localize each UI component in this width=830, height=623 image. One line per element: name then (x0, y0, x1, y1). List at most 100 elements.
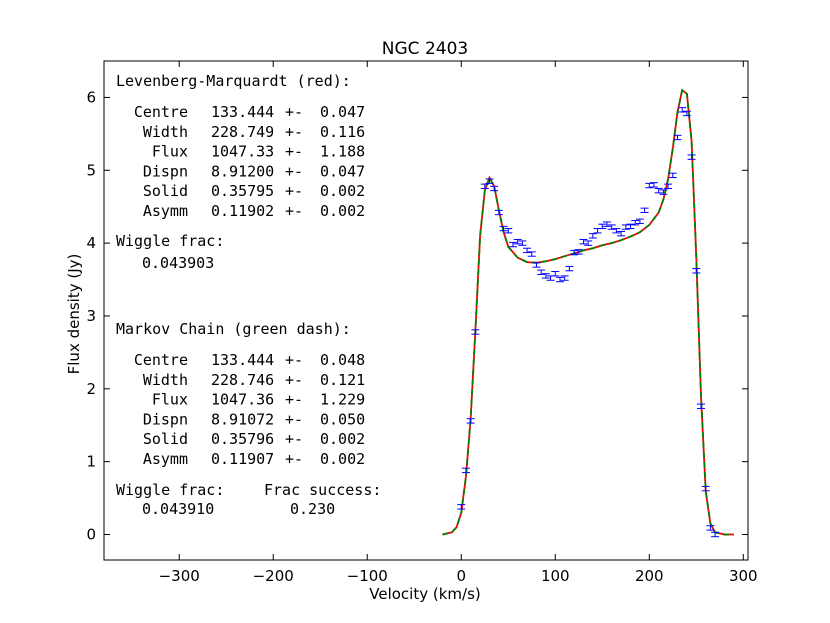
mc-parameter-table: Centre 133.444 +- 0.048 Width 228.746 +- 0.121 F… (134, 351, 365, 468)
param-error: 0.047 (320, 162, 365, 180)
y-tick-label: 1 (86, 453, 96, 471)
param-plusminus: +- (285, 450, 303, 468)
mc-wiggle-label: Wiggle frac: (116, 481, 224, 499)
param-plusminus: +- (285, 202, 303, 220)
x-tick-label: −100 (347, 567, 388, 585)
param-error: 0.002 (320, 450, 365, 468)
mc-success-label: Frac success: (264, 481, 381, 499)
param-error: 0.121 (320, 371, 365, 389)
param-name: Solid (143, 430, 188, 448)
mc-success-value: 0.230 (290, 500, 335, 518)
param-error: 0.047 (320, 103, 365, 121)
param-value: 8.91200 (211, 162, 274, 180)
x-tick-label: 100 (541, 567, 570, 585)
data-point (494, 209, 503, 216)
param-plusminus: +- (285, 182, 303, 200)
param-error: 0.050 (320, 410, 365, 428)
data-point (649, 182, 658, 188)
lm-wiggle-value: 0.043903 (142, 254, 214, 272)
data-point (457, 504, 466, 510)
param-error: 1.229 (320, 391, 365, 409)
param-name: Flux (152, 143, 188, 161)
x-tick-label: −200 (253, 567, 294, 585)
axis-ticks: −300 −200 −100 0 100 200 300 0 1 2 3 4 5 6 (86, 61, 758, 585)
param-error: 0.048 (320, 351, 365, 369)
param-value: 0.35796 (211, 430, 274, 448)
data-point (682, 110, 691, 117)
param-value: 0.11907 (211, 450, 274, 468)
param-plusminus: +- (285, 123, 303, 141)
chart-title: NGC 2403 (382, 39, 468, 59)
data-point (673, 134, 682, 141)
data-point (617, 230, 626, 237)
data-point (579, 238, 588, 245)
data-point (701, 485, 710, 492)
data-point (471, 329, 480, 335)
data-point (588, 233, 597, 239)
lm-header: Levenberg-Marquardt (red): (116, 72, 351, 90)
x-tick-label: 300 (729, 567, 758, 585)
param-name: Dispn (143, 162, 188, 180)
data-point (508, 241, 517, 248)
param-name: Flux (152, 391, 188, 409)
data-point (602, 221, 611, 227)
data-point (678, 107, 687, 113)
data-point (687, 154, 696, 160)
param-error: 0.002 (320, 182, 365, 200)
x-tick-label: 0 (456, 567, 466, 585)
data-point (555, 276, 564, 283)
param-value: 8.91072 (211, 410, 274, 428)
param-error: 0.002 (320, 430, 365, 448)
param-plusminus: +- (285, 162, 303, 180)
data-point (706, 525, 715, 531)
data-point (635, 218, 644, 224)
y-tick-label: 4 (86, 234, 96, 252)
param-name: Dispn (143, 410, 188, 428)
data-point (664, 183, 673, 189)
data-point (654, 187, 663, 194)
data-point (490, 185, 499, 192)
axes-frame (103, 60, 749, 561)
data-point (621, 224, 630, 230)
data-point (574, 249, 583, 255)
data-point (640, 207, 649, 214)
data-point (513, 238, 522, 245)
param-name: Width (143, 123, 188, 141)
data-point (668, 172, 677, 179)
param-plusminus: +- (285, 371, 303, 389)
param-value: 0.11902 (211, 202, 274, 220)
data-point (537, 269, 546, 275)
data-point (631, 220, 640, 226)
param-value: 228.746 (211, 371, 274, 389)
data-point (565, 265, 574, 272)
data-point (532, 262, 541, 268)
param-value: 228.749 (211, 123, 274, 141)
lm-wiggle-label: Wiggle frac: (116, 232, 224, 250)
data-point (518, 240, 527, 246)
x-tick-label: −300 (159, 567, 200, 585)
data-points (457, 107, 720, 538)
x-axis-label: Velocity (km/s) (369, 585, 480, 603)
param-name: Asymm (143, 450, 188, 468)
param-value: 0.35795 (211, 182, 274, 200)
param-plusminus: +- (285, 430, 303, 448)
data-point (527, 251, 536, 257)
data-point (692, 268, 701, 274)
param-error: 0.002 (320, 202, 365, 220)
param-plusminus: +- (285, 103, 303, 121)
param-plusminus: +- (285, 143, 303, 161)
param-error: 1.188 (320, 143, 365, 161)
data-point (560, 275, 569, 281)
data-point (645, 182, 654, 189)
data-point (711, 531, 720, 538)
fit-curves (442, 88, 734, 536)
data-point (612, 228, 621, 234)
data-point (607, 224, 616, 230)
mc-header: Markov Chain (green dash): (116, 320, 351, 338)
param-name: Centre (134, 103, 188, 121)
y-tick-label: 2 (86, 380, 96, 398)
data-point (696, 403, 705, 409)
data-point (626, 223, 635, 230)
